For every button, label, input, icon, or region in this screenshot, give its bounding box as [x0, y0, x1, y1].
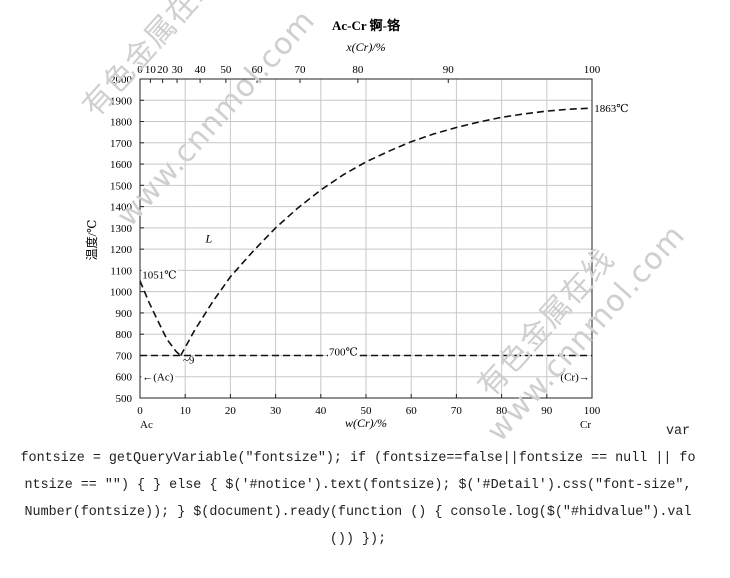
annotation-label: 700℃ [329, 347, 358, 359]
top-tick-label: 20 [157, 64, 169, 76]
x-tick-label: 20 [225, 405, 237, 417]
phase-diagram: Ac-Cr 锕-铬 x(Cr)/% 温度/℃ w(Cr)/% Ac Cr 0 10… [84, 18, 629, 430]
y-tick-label: 1600 [110, 159, 133, 171]
y-tick-label: 1700 [110, 138, 133, 150]
y-tick-label: 1500 [110, 180, 133, 192]
top-tick-label: 70 [295, 64, 307, 76]
annotation-bg [141, 269, 178, 282]
top-tick-label: 0 [137, 64, 143, 76]
annotation-label: 1863℃ [594, 103, 628, 115]
plot-frame [139, 78, 593, 399]
annotation-bg [559, 371, 591, 384]
y-tick-label: 1800 [110, 117, 133, 129]
series-layer [139, 107, 593, 357]
x-tick-label: 100 [584, 405, 601, 417]
top-axis-label: x(Cr)/% [345, 40, 385, 54]
x-tick-label: 10 [180, 405, 192, 417]
y-axis-label: 温度/℃ [84, 220, 99, 261]
x-end-label-right: Cr [580, 419, 591, 430]
x-tick-label: 0 [137, 405, 143, 417]
y-tick-label: 900 [116, 308, 133, 320]
x-tick-label: 30 [270, 405, 282, 417]
x-axis-label: w(Cr)/% [345, 416, 387, 430]
y-tick-label: 800 [116, 329, 133, 341]
annotation-label: L [205, 232, 213, 246]
x-tick-label: 90 [541, 405, 553, 417]
y-tick-label: 700 [116, 350, 133, 362]
phase-boundary-line-2 [179, 107, 593, 356]
annotation-label: 1051℃ [142, 270, 176, 282]
y-tick-label: 600 [116, 372, 133, 384]
annotation-bg [141, 371, 175, 384]
annotation-label: ~9 [183, 355, 195, 367]
y-tick-label: 2000 [110, 74, 133, 86]
tick-layer: 0 10 20 30 40 50 60 70 80 90 100500600700800900100… [110, 64, 601, 417]
y-tick-label: 1300 [110, 223, 133, 235]
y-tick-label: 500 [116, 393, 133, 405]
x-tick-label: 80 [496, 405, 508, 417]
y-tick-label: 1400 [110, 202, 133, 214]
x-end-label-left: Ac [140, 419, 153, 430]
top-tick-label: 40 [195, 64, 207, 76]
top-tick-label: 60 [252, 64, 264, 76]
x-tick-label: 50 [361, 405, 373, 417]
top-tick-label: 80 [352, 64, 364, 76]
top-tick-label: 10 [145, 64, 157, 76]
top-tick-label: 90 [443, 64, 455, 76]
annotation-bg [327, 346, 359, 359]
y-tick-label: 1000 [110, 287, 133, 299]
chart-title: Ac-Cr 锕-铬 [332, 18, 401, 33]
x-tick-label: 40 [315, 405, 327, 417]
x-tick-label: 70 [451, 405, 463, 417]
y-tick-label: 1900 [110, 95, 133, 107]
top-tick-label: 100 [584, 64, 601, 76]
top-tick-label: 50 [220, 64, 232, 76]
annotation-label: (Cr)→ [560, 372, 589, 384]
annotation-layer: 1051℃ 1863℃ L 700℃ ~9 ←(Ac) (Cr)→ [141, 103, 629, 384]
phase-boundary-line-1 [139, 280, 182, 357]
page-script-text: var fontsize = getQueryVariable("fontsiz… [20, 424, 696, 547]
y-tick-label: 1100 [110, 265, 132, 277]
top-tick-label: 30 [172, 64, 184, 76]
x-tick-label: 60 [406, 405, 418, 417]
annotation-label: ←(Ac) [142, 372, 173, 384]
y-tick-label: 1200 [110, 244, 133, 256]
